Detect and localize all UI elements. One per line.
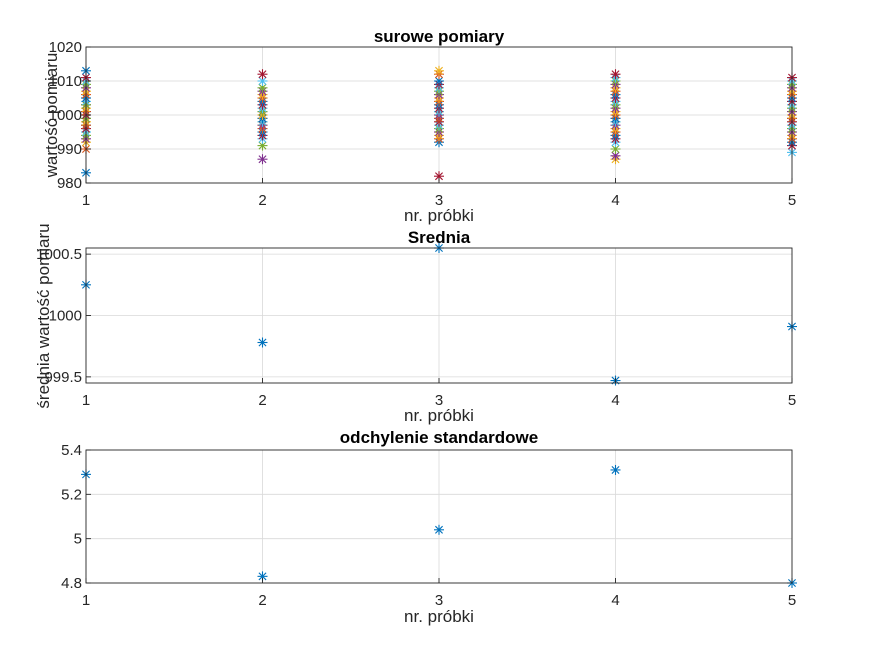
x-tick-label: 2	[258, 392, 266, 409]
x-tick-label: 5	[788, 392, 796, 409]
y-axis-label: średnia wartość pomiaru	[34, 223, 53, 408]
x-tick-label: 5	[788, 592, 796, 609]
y-tick-label: 990	[57, 141, 82, 158]
x-tick-label: 1	[82, 392, 90, 409]
data-point	[434, 524, 444, 535]
data-point	[257, 69, 268, 80]
x-tick-label: 3	[435, 392, 443, 409]
x-axis-label: nr. próbki	[404, 206, 474, 225]
x-tick-label: 5	[788, 192, 796, 209]
x-tick-label: 2	[258, 192, 266, 209]
subplot-raw-measurements: surowe pomiary 1 2 3 4 5 980 990 1000 1010 1020 n…	[42, 27, 797, 225]
x-tick-label: 4	[611, 192, 619, 209]
x-tick-label: 1	[82, 192, 90, 209]
y-tick-label: 5.4	[61, 442, 82, 459]
y-tick-label: 980	[57, 175, 82, 192]
data-point	[610, 464, 621, 475]
data-point	[610, 69, 621, 80]
ticks: 1 2 3 4 5 999.5 1000 1000.5	[36, 246, 796, 409]
x-tick-label: 3	[435, 592, 443, 609]
chart-title: Srednia	[408, 228, 471, 247]
y-tick-label: 999.5	[44, 369, 82, 386]
y-tick-label: 1000	[49, 308, 82, 325]
y-axis-label: wartość pomiaru	[42, 53, 61, 179]
data-point	[257, 140, 268, 151]
chart-title: surowe pomiary	[374, 27, 505, 46]
y-tick-label: 5.2	[61, 486, 82, 503]
ticks: 1 2 3 4 5 4.8 5 5.2 5.4	[61, 442, 796, 609]
y-tick-label: 1000	[49, 107, 82, 124]
x-tick-label: 4	[611, 392, 619, 409]
x-tick-label: 2	[258, 592, 266, 609]
chart-title: odchylenie standardowe	[340, 428, 538, 447]
data-point	[257, 337, 268, 348]
data-point	[257, 154, 268, 165]
ticks: 1 2 3 4 5 980 990 1000 1010 1020	[49, 39, 797, 209]
data-point	[434, 76, 444, 86]
y-tick-label: 4.8	[61, 575, 82, 592]
x-tick-label: 3	[435, 192, 443, 209]
x-axis-label: nr. próbki	[404, 406, 474, 425]
data-point	[434, 65, 444, 76]
y-tick-label: 1010	[49, 73, 82, 90]
y-tick-label: 1000.5	[36, 246, 82, 263]
subplot-standard-deviation: odchylenie standardowe 1 2 3 4 5 4.8 5 5.2 5.4 n…	[61, 428, 797, 626]
y-tick-label: 1020	[49, 39, 82, 56]
y-tick-label: 5	[74, 531, 82, 548]
x-tick-label: 1	[82, 592, 90, 609]
x-axis-label: nr. próbki	[404, 607, 474, 626]
x-tick-label: 4	[611, 592, 619, 609]
